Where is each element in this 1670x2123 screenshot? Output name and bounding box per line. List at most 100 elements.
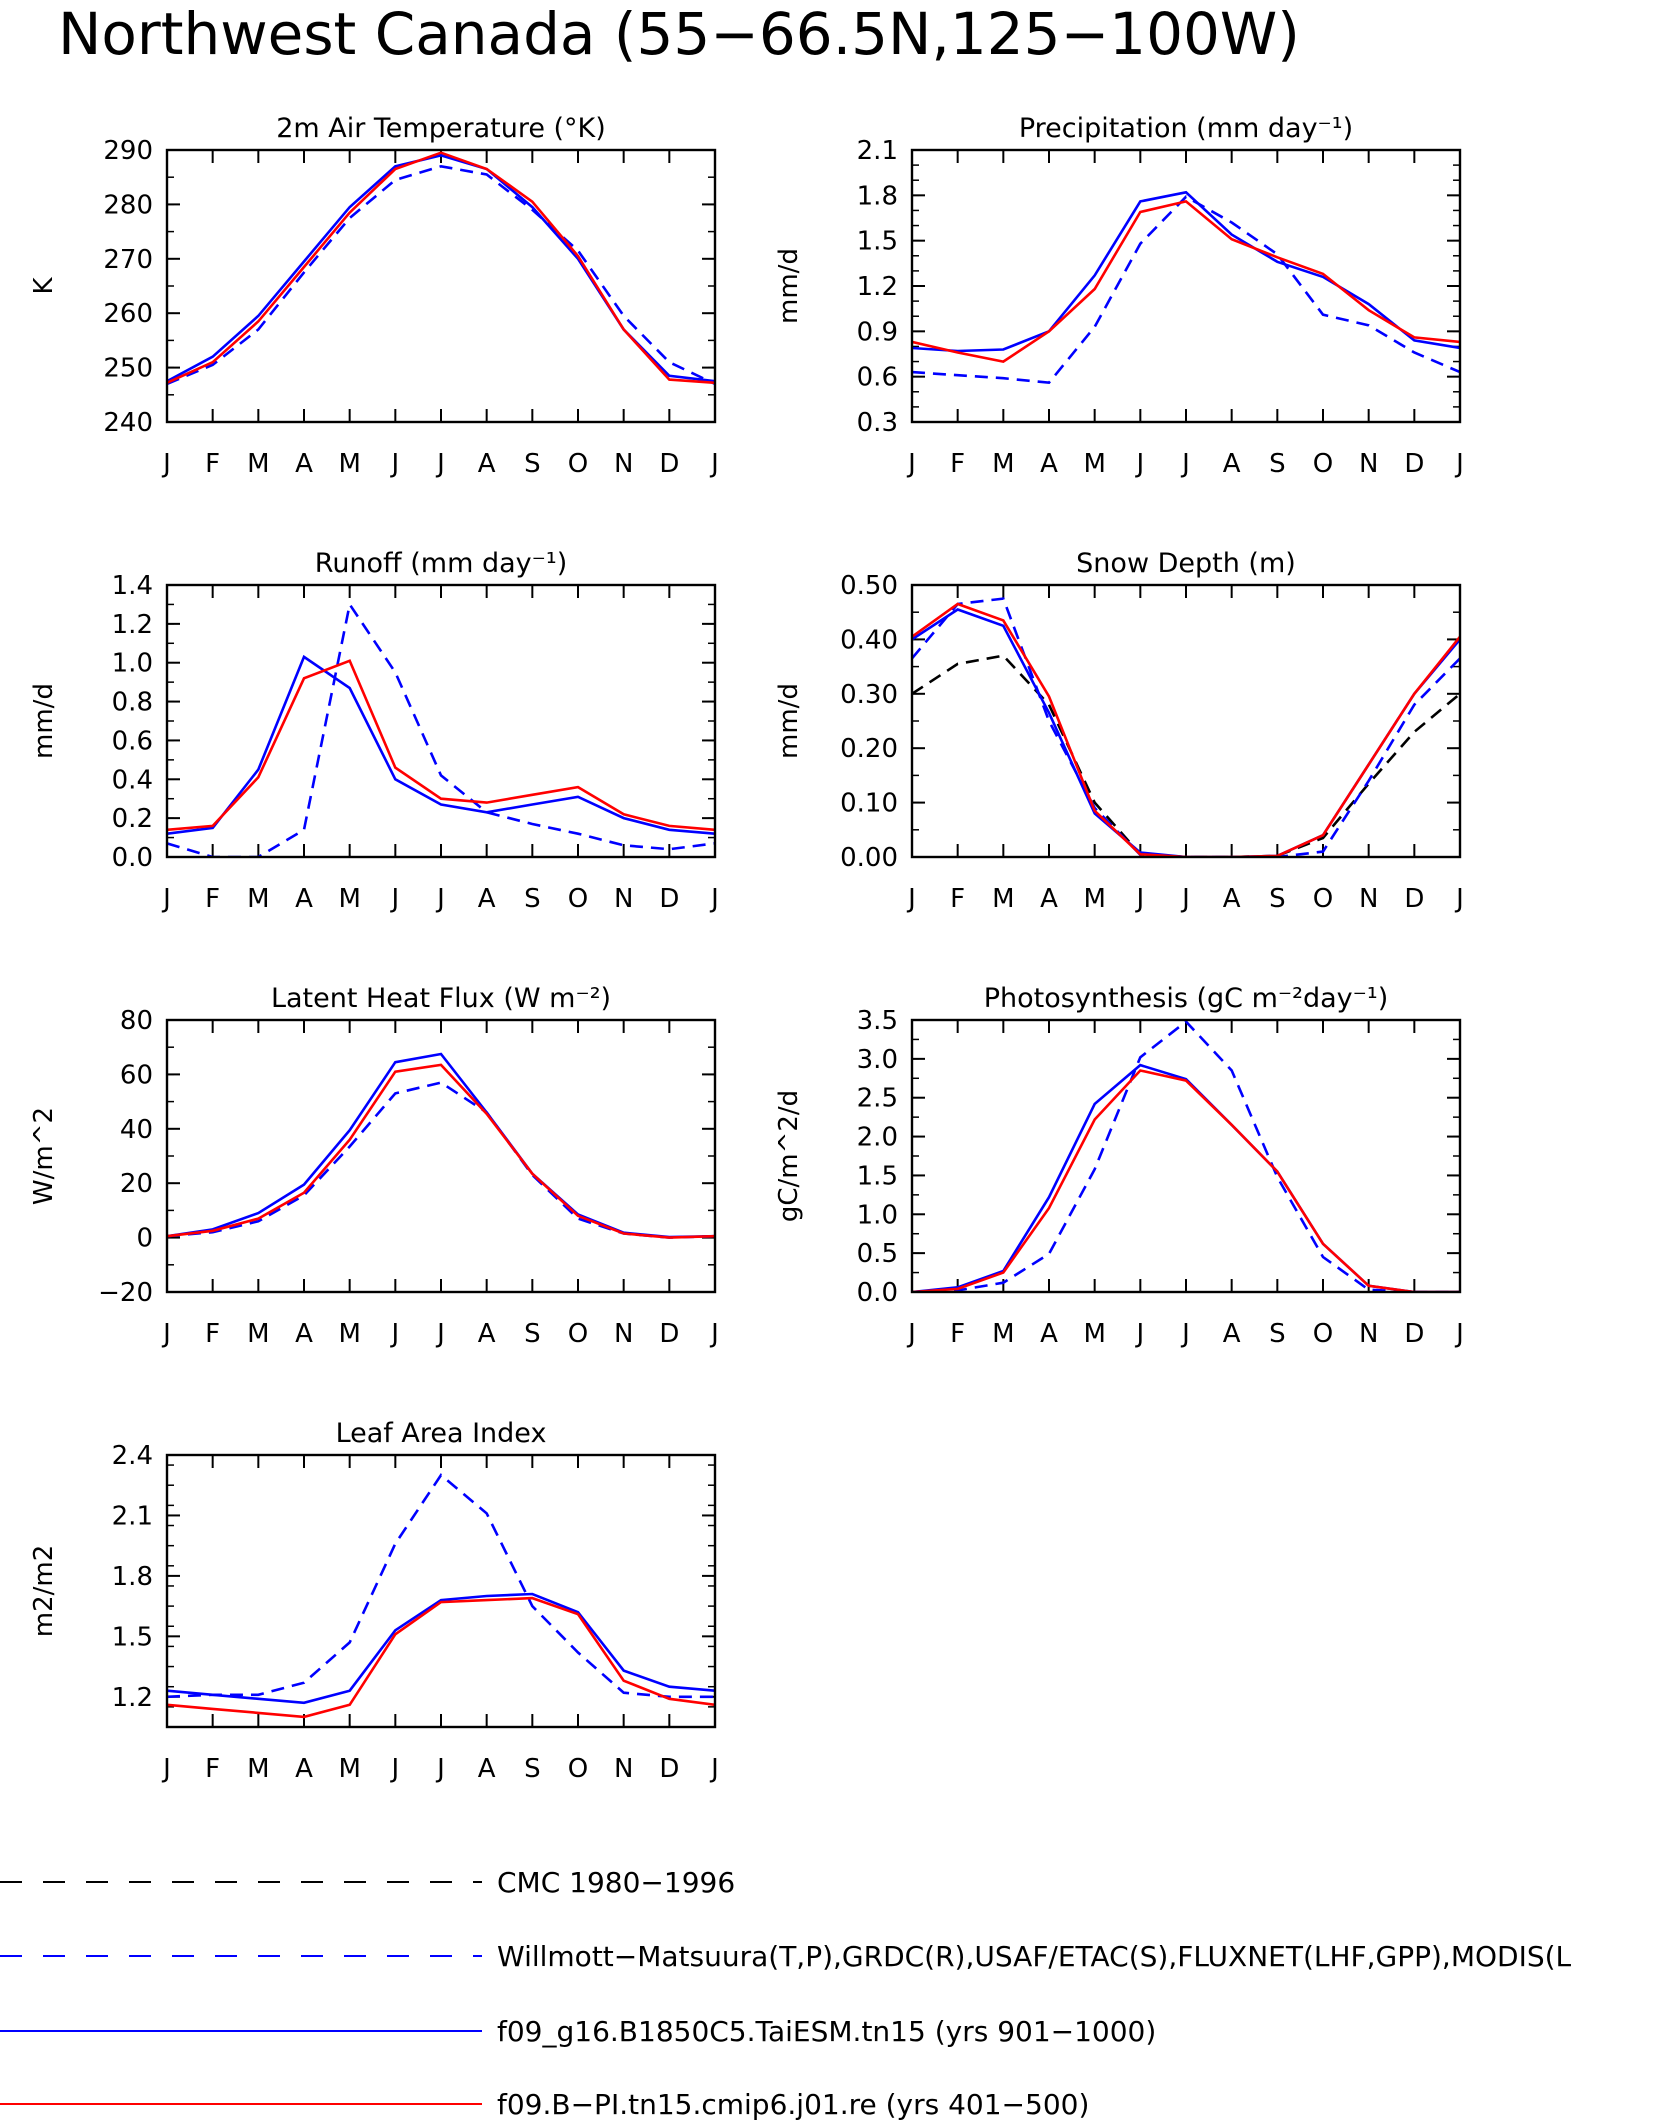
y-tick-label: 260: [103, 299, 153, 329]
y-tick-label: 0.6: [112, 726, 153, 756]
x-tick-label: J: [389, 449, 399, 479]
panel-4: Snow Depth (m)mm/dJ F M A M J J A S O N D J0.000.100…: [774, 548, 1464, 914]
x-tick-label: O: [568, 1754, 588, 1784]
x-tick-label: J: [1180, 1319, 1190, 1349]
legend-item: CMC 1980−1996: [0, 1866, 735, 1899]
x-tick-label: M: [1083, 449, 1105, 479]
legend-item: Willmott−Matsuura(T,P),GRDC(R),USAF/ETAC…: [0, 1940, 1572, 1973]
x-tick-label: J: [906, 884, 916, 914]
y-tick-label: 0.5: [857, 1239, 898, 1269]
x-tick-label: J: [389, 1754, 399, 1784]
x-tick-label: N: [614, 449, 633, 479]
x-tick-label: S: [524, 1754, 541, 1784]
x-tick-label: J: [1454, 449, 1464, 479]
x-tick-label: J: [1180, 884, 1190, 914]
x-tick-label: J: [709, 449, 719, 479]
plot-frame: [165, 1018, 717, 1294]
x-tick-label: O: [568, 449, 588, 479]
series-line-blue-model: [912, 1063, 1460, 1292]
y-tick-label: 2.1: [857, 136, 898, 166]
y-tick-label: 1.0: [857, 1200, 898, 1230]
y-tick-label: 1.8: [857, 181, 898, 211]
x-tick-label: S: [1269, 449, 1286, 479]
y-tick-label: 0.9: [857, 317, 898, 347]
x-tick-label: M: [1083, 1319, 1105, 1349]
x-tick-label: J: [161, 449, 171, 479]
x-tick-label: M: [338, 1754, 360, 1784]
x-tick-label: J: [161, 884, 171, 914]
x-tick-label: D: [1404, 1319, 1424, 1349]
panels: 2m Air Temperature (°K)KJ F M A M J J A S O N D J240…: [29, 113, 1464, 1784]
x-tick-label: O: [568, 1319, 588, 1349]
x-tick-label: D: [659, 884, 679, 914]
y-tick-label: −20: [98, 1278, 153, 1308]
x-tick-label: O: [1313, 884, 1333, 914]
x-tick-label: F: [950, 449, 965, 479]
x-tick-label: N: [1359, 884, 1378, 914]
x-tick-label: S: [524, 1319, 541, 1349]
plot-frame: [165, 583, 717, 859]
y-tick-label: 0.2: [112, 804, 153, 834]
x-tick-label: S: [524, 449, 541, 479]
y-tick-label: 20: [120, 1169, 153, 1199]
x-tick-label: M: [247, 1754, 269, 1784]
series-line-red-model: [167, 151, 715, 385]
x-tick-label: M: [338, 449, 360, 479]
y-tick-label: 1.4: [112, 571, 153, 601]
y-tick-label: 1.2: [112, 610, 153, 640]
x-tick-label: J: [1134, 884, 1144, 914]
y-tick-label: 0.40: [840, 625, 898, 655]
series-line-observed: [912, 597, 1460, 857]
legend-label: Willmott−Matsuura(T,P),GRDC(R),USAF/ETAC…: [497, 1940, 1572, 1973]
x-tick-label: J: [389, 884, 399, 914]
x-tick-label: N: [1359, 449, 1378, 479]
x-tick-label: D: [659, 1754, 679, 1784]
x-tick-label: A: [478, 884, 496, 914]
x-tick-label: J: [709, 1754, 719, 1784]
x-tick-label: M: [247, 1319, 269, 1349]
y-tick-label: 280: [103, 190, 153, 220]
x-tick-label: M: [247, 449, 269, 479]
x-tick-label: A: [295, 884, 313, 914]
x-tick-label: S: [524, 884, 541, 914]
y-tick-label: 0.3: [857, 408, 898, 438]
plot-frame: [910, 1018, 1462, 1294]
y-tick-label: 270: [103, 245, 153, 275]
y-tick-label: 0: [136, 1224, 153, 1254]
x-tick-label: A: [1040, 884, 1058, 914]
y-tick-label: 3.5: [857, 1006, 898, 1036]
y-tick-label: 0.20: [840, 734, 898, 764]
x-tick-label: D: [659, 1319, 679, 1349]
plot-frame: [165, 1453, 717, 1729]
panel-title: Latent Heat Flux (W m⁻²): [271, 983, 611, 1014]
series-line-red-model: [912, 602, 1460, 857]
x-tick-label: J: [435, 449, 445, 479]
y-tick-label: 1.8: [112, 1562, 153, 1592]
panel-title: Leaf Area Index: [336, 1418, 547, 1449]
figure-title: Northwest Canada (55−66.5N,125−100W): [58, 0, 1300, 68]
x-tick-label: J: [1180, 449, 1190, 479]
y-tick-label: 40: [120, 1115, 153, 1145]
x-tick-label: N: [614, 1754, 633, 1784]
panel-title: 2m Air Temperature (°K): [276, 113, 606, 144]
x-tick-label: A: [295, 1754, 313, 1784]
y-tick-label: 1.5: [112, 1622, 153, 1652]
x-tick-label: F: [205, 449, 220, 479]
x-tick-label: J: [1134, 1319, 1144, 1349]
x-tick-label: D: [1404, 449, 1424, 479]
series-line-observed: [167, 1473, 715, 1699]
series-group: [167, 601, 715, 857]
series-line-red-model: [167, 1596, 715, 1719]
y-tick-label: 250: [103, 354, 153, 384]
x-tick-label: J: [389, 1319, 399, 1349]
y-tick-label: 0.6: [857, 363, 898, 393]
series-line-red-model: [912, 199, 1460, 363]
y-axis-label: gC/m^2/d: [774, 1090, 804, 1222]
panel-5: Latent Heat Flux (W m⁻²)W/m^2J F M A M J J A S O N…: [29, 983, 719, 1349]
x-tick-label: M: [992, 1319, 1014, 1349]
x-tick-label: A: [1040, 1319, 1058, 1349]
series-line-red-model: [912, 1069, 1460, 1292]
panel-3: Runoff (mm day⁻¹)mm/dJ F M A M J J A S O N D J0.00.2…: [29, 548, 719, 914]
x-tick-label: A: [295, 1319, 313, 1349]
y-axis-label: mm/d: [774, 248, 804, 324]
